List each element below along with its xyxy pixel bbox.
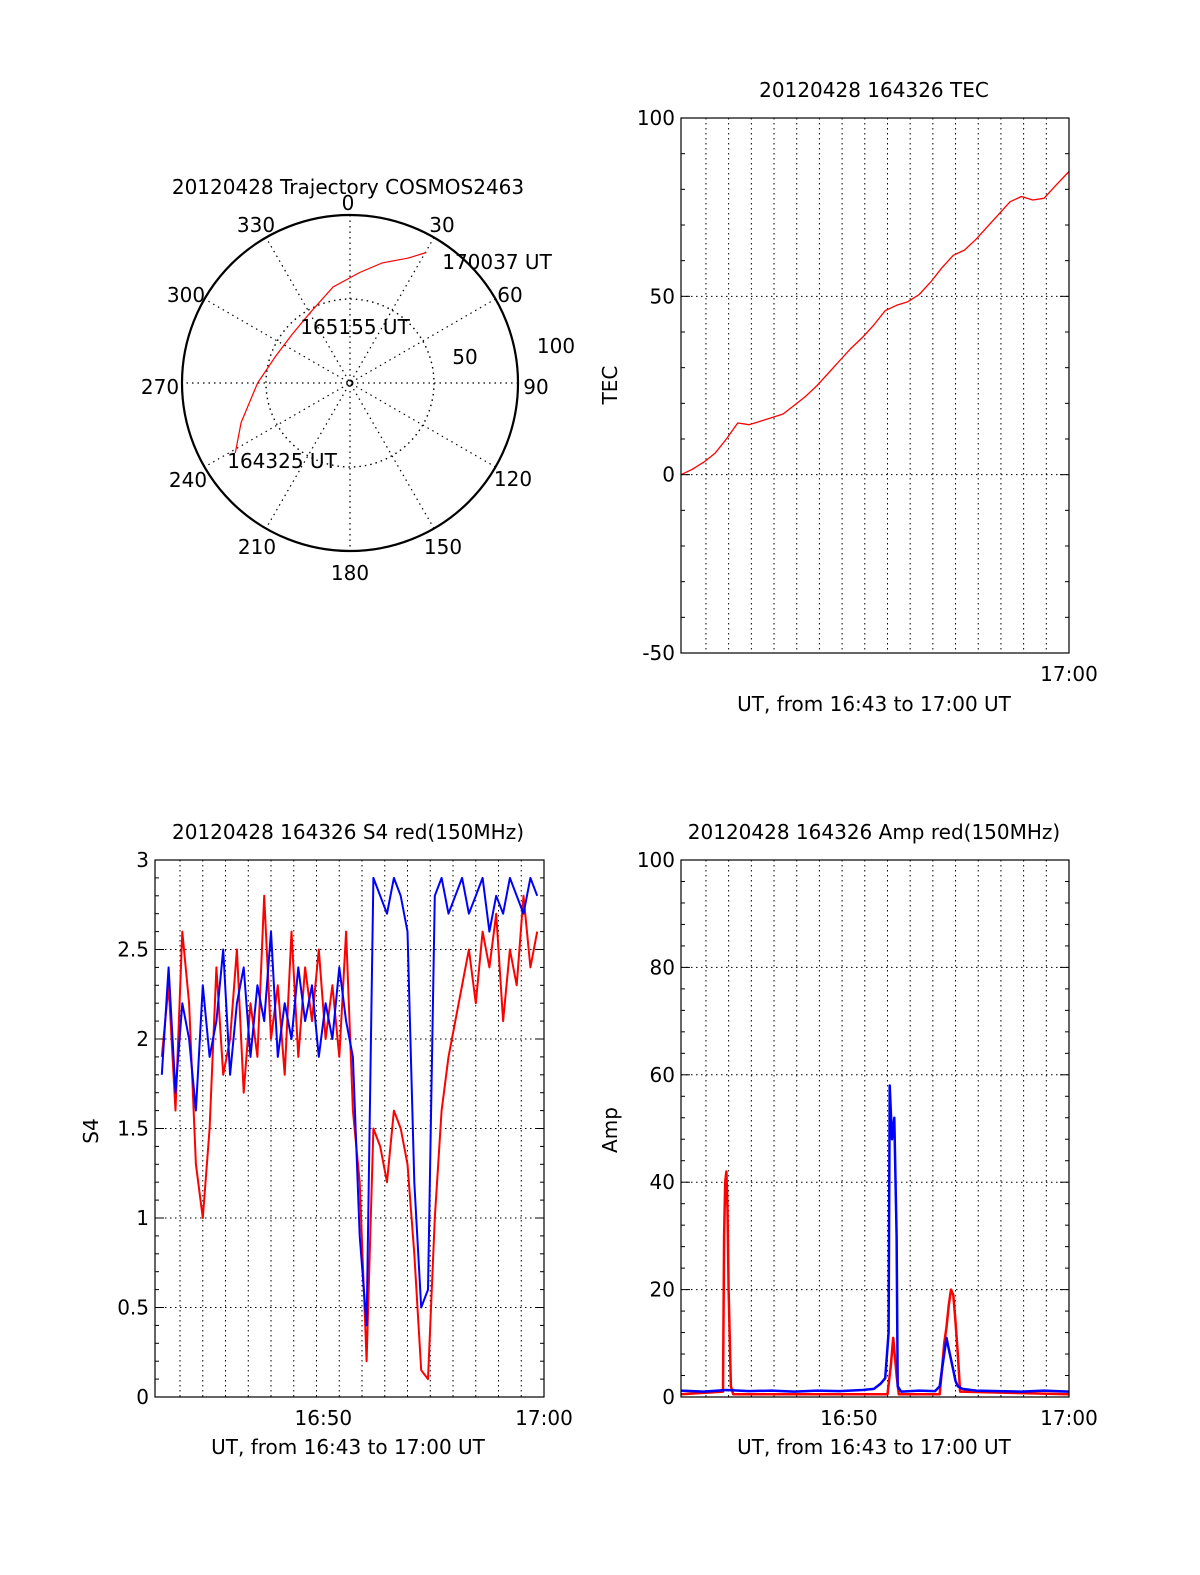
- x-tick-label: 17:00: [1040, 1406, 1098, 1430]
- polar-azimuth-label: 60: [497, 283, 522, 307]
- y-tick-label: 100: [637, 848, 675, 872]
- y-tick-label: 100: [637, 106, 675, 130]
- tec-title: 20120428 164326 TEC: [759, 78, 989, 102]
- trajectory-time-annotation: 170037 UT: [442, 250, 552, 274]
- y-tick-label: 20: [650, 1278, 675, 1302]
- amp-y-axis-label: Amp: [598, 1107, 622, 1153]
- x-tick-label: 16:50: [295, 1406, 353, 1430]
- trajectory-time-annotation: 165155 UT: [300, 315, 410, 339]
- tec-chart: 20120428 164326 TEC -50 0 50 100 17:00 UT, …: [598, 78, 1098, 716]
- amp-y-tick-labels: 0 20 40 60 80 100: [637, 848, 675, 1409]
- y-tick-label: 0: [136, 1385, 149, 1409]
- amp-x-axis-label: UT, from 16:43 to 17:00 UT: [737, 1435, 1012, 1459]
- series-line: [160, 894, 539, 1381]
- y-tick-label: 3: [136, 848, 149, 872]
- amp-chart: 20120428 164326 Amp red(150MHz) 0 20 40 60 8…: [598, 820, 1098, 1459]
- amp-series: [680, 1084, 1070, 1396]
- x-tick-label: 17:00: [515, 1406, 573, 1430]
- polar-azimuth-label: 330: [237, 213, 275, 237]
- y-tick-label: 80: [650, 955, 675, 979]
- y-tick-label: 40: [650, 1170, 675, 1194]
- y-tick-label: 2: [136, 1027, 149, 1051]
- polar-radius-label: 50: [452, 345, 477, 369]
- s4-y-tick-labels: 0 0.5 1 1.5 2 2.5 3: [117, 848, 149, 1409]
- polar-azimuth-label: 90: [523, 375, 548, 399]
- tec-plot-frame: [680, 117, 1070, 654]
- tec-grid: [681, 117, 1069, 654]
- polar-outer-circle: [180, 213, 520, 553]
- trajectory-title: 20120428 Trajectory COSMOS2463: [172, 175, 524, 199]
- amp-x-tick-labels: 16:50 17:00: [820, 1406, 1098, 1430]
- s4-y-axis-label: S4: [79, 1118, 103, 1143]
- y-tick-label: 0.5: [117, 1296, 149, 1320]
- trajectory-line: [234, 251, 427, 454]
- y-tick-label: 50: [650, 284, 675, 308]
- s4-x-axis-label: UT, from 16:43 to 17:00 UT: [211, 1435, 486, 1459]
- trajectory-polar-chart: 20120428 Trajectory COSMOS2463 0 30 60 90 12…: [141, 175, 575, 585]
- s4-x-tick-labels: 16:50 17:00: [295, 1406, 573, 1430]
- y-tick-label: 2.5: [117, 938, 149, 962]
- polar-azimuth-label: 0: [342, 191, 355, 215]
- tec-y-tick-labels: -50 0 50 100: [637, 106, 675, 665]
- polar-azimuth-label: 180: [331, 561, 369, 585]
- tec-series: [680, 171, 1070, 476]
- polar-azimuth-labels: 0 30 60 90 120 150 180 210 240 270 300 330: [141, 191, 549, 585]
- polar-center-marker: [346, 379, 354, 387]
- polar-spoke-line: [204, 298, 496, 468]
- polar-azimuth-label: 150: [424, 535, 462, 559]
- x-tick-label: 16:50: [820, 1406, 878, 1430]
- polar-annotations: 170037 UT 165155 UT 164325 UT: [227, 250, 552, 473]
- amp-title: 20120428 164326 Amp red(150MHz): [688, 820, 1060, 844]
- tec-x-tick-labels: 17:00: [1040, 662, 1098, 686]
- polar-azimuth-label: 120: [494, 467, 532, 491]
- x-tick-label: 17:00: [1040, 662, 1098, 686]
- polar-radius-labels: 50 100: [452, 334, 575, 369]
- y-tick-label: 60: [650, 1063, 675, 1087]
- s4-ticks: [155, 859, 544, 1398]
- y-tick-label: 1.5: [117, 1117, 149, 1141]
- y-tick-label: -50: [642, 641, 675, 665]
- series-line: [680, 1084, 1070, 1393]
- s4-chart: 20120428 164326 S4 red(150MHz) 0 0.5 1 1.5 2…: [79, 820, 573, 1459]
- polar-radius-label: 100: [537, 334, 575, 358]
- amp-plot-frame: [680, 859, 1070, 1398]
- y-tick-label: 1: [136, 1206, 149, 1230]
- y-tick-label: 0: [662, 1385, 675, 1409]
- tec-x-axis-label: UT, from 16:43 to 17:00 UT: [737, 692, 1012, 716]
- polar-spoke-line: [265, 237, 435, 529]
- tec-y-axis-label: TEC: [598, 366, 622, 406]
- polar-series: [234, 251, 427, 454]
- series-line: [160, 876, 539, 1327]
- trajectory-time-annotation: 164325 UT: [227, 449, 337, 473]
- polar-spoke-line: [204, 298, 496, 468]
- series-line: [680, 171, 1070, 476]
- polar-grid: [182, 215, 518, 551]
- polar-azimuth-label: 30: [429, 213, 454, 237]
- y-tick-label: 0: [662, 463, 675, 487]
- polar-azimuth-label: 240: [169, 468, 207, 492]
- polar-azimuth-label: 270: [141, 375, 179, 399]
- polar-azimuth-label: 300: [167, 283, 205, 307]
- polar-inner-circle: [265, 298, 435, 468]
- tec-ticks: [681, 117, 1069, 654]
- amp-ticks: [681, 859, 1069, 1398]
- polar-spoke-line: [265, 237, 435, 529]
- polar-azimuth-label: 210: [238, 535, 276, 559]
- s4-series: [160, 876, 539, 1381]
- s4-title: 20120428 164326 S4 red(150MHz): [172, 820, 524, 844]
